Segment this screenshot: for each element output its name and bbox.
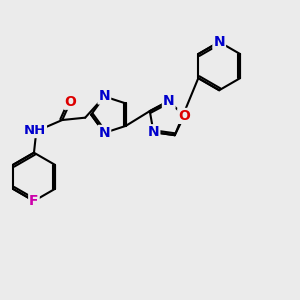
Text: N: N xyxy=(213,35,225,49)
Text: NH: NH xyxy=(24,124,46,137)
Text: O: O xyxy=(178,109,190,123)
Text: N: N xyxy=(98,126,110,140)
Text: N: N xyxy=(163,94,175,108)
Text: N: N xyxy=(98,89,110,103)
Text: F: F xyxy=(29,194,39,208)
Text: N: N xyxy=(148,125,159,139)
Text: O: O xyxy=(64,95,76,109)
